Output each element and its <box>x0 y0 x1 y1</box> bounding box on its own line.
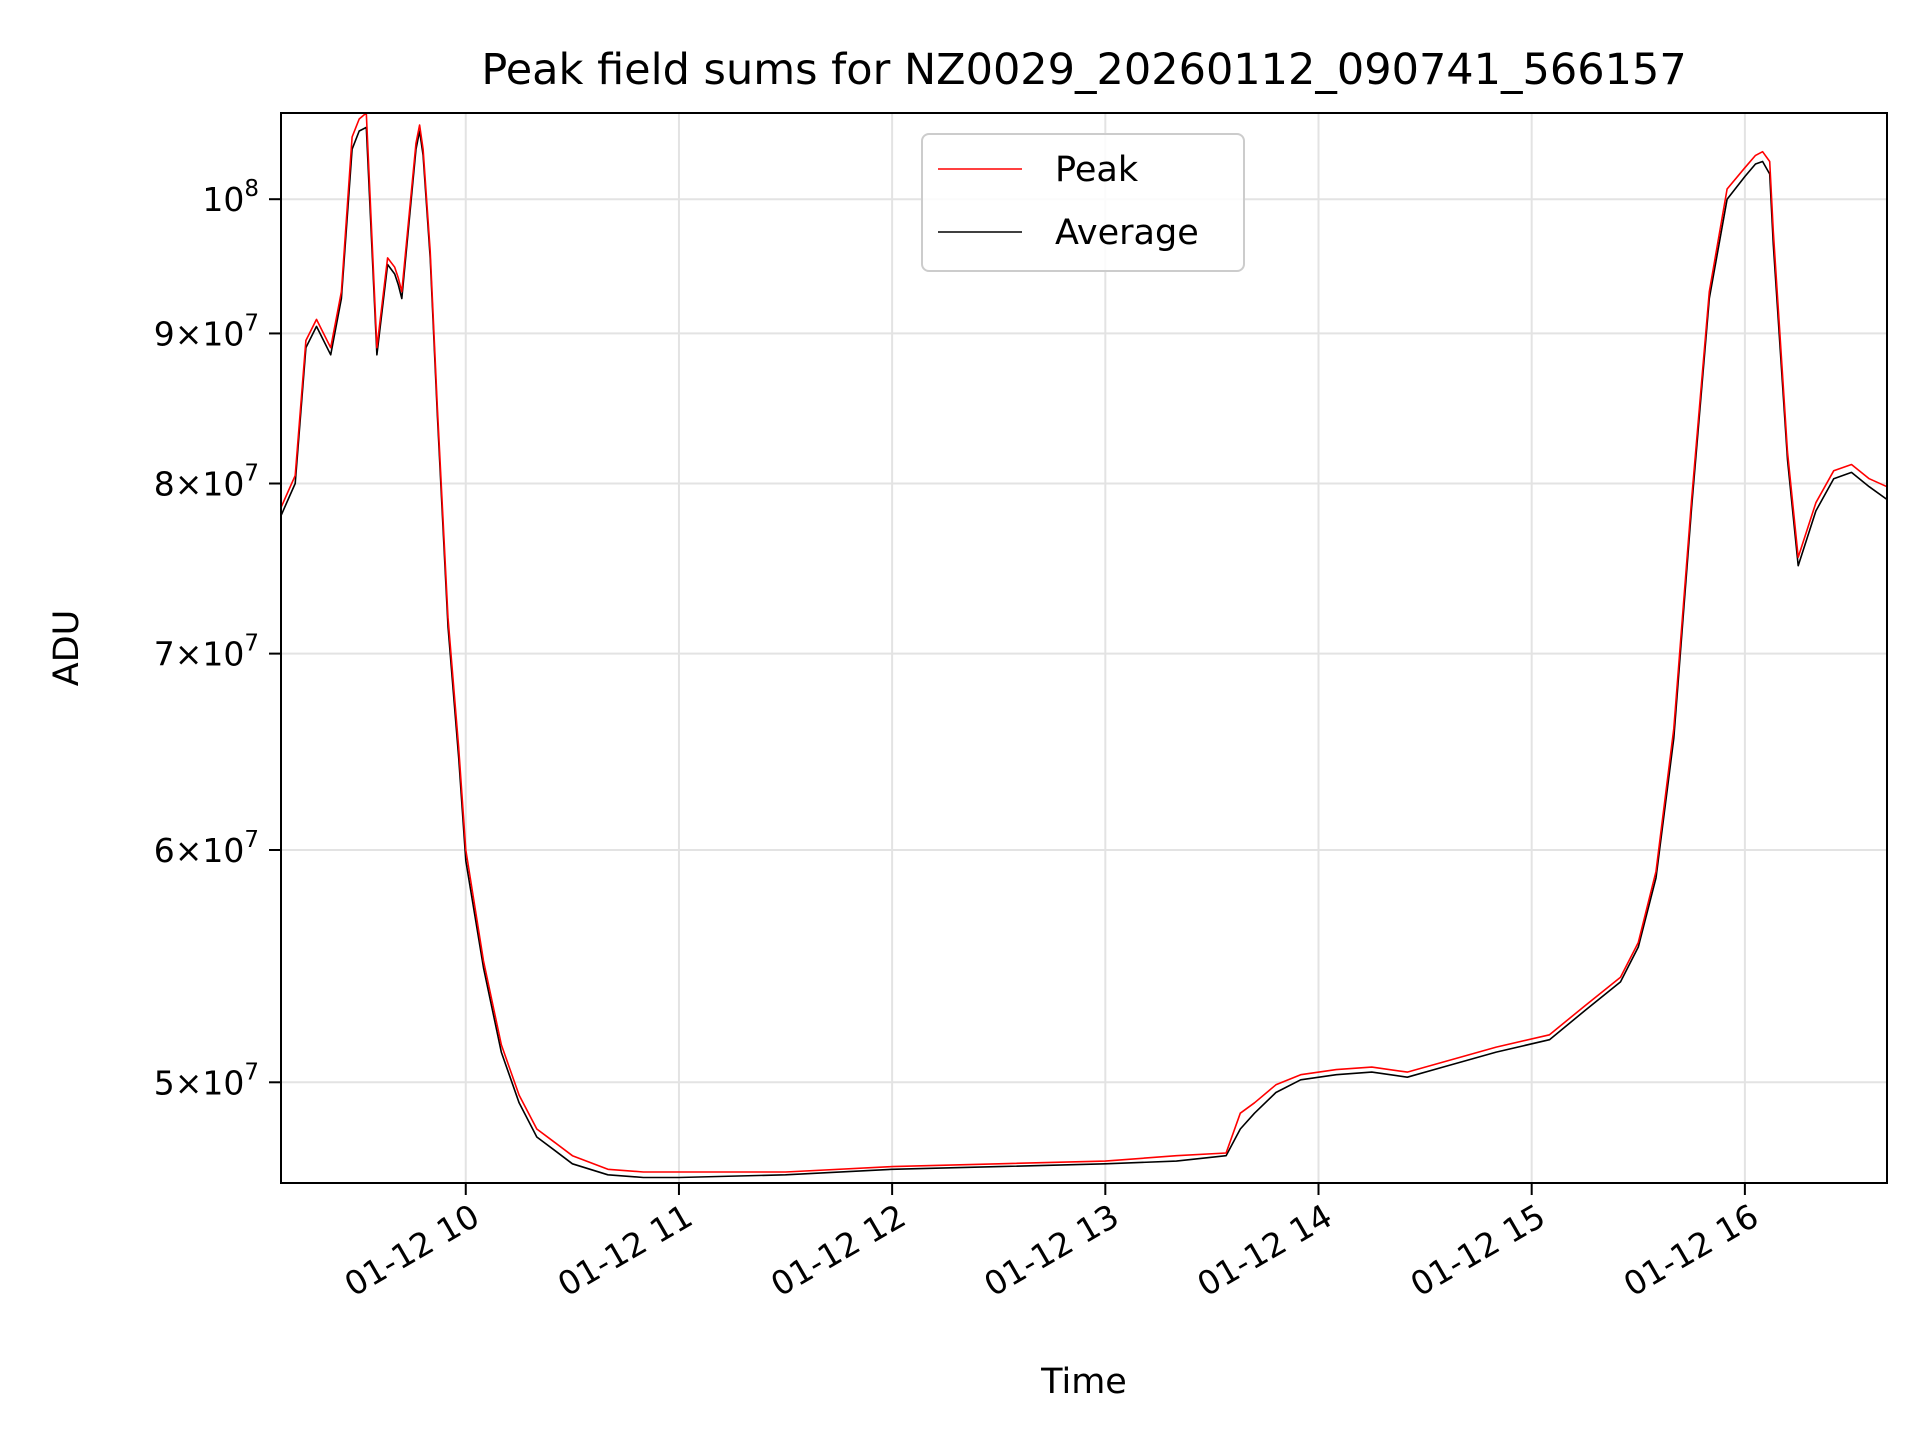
y-tick-label: 7×107 <box>154 631 259 674</box>
legend: Peak Average <box>921 133 1245 272</box>
plot-frame <box>280 112 1888 1184</box>
y-tick-label: 108 <box>202 176 259 219</box>
y-tick-label: 8×107 <box>154 460 259 503</box>
series-line-average <box>281 126 1887 1179</box>
y-axis: 5×107 6×107 7×107 8×107 9×107 108 <box>154 176 281 1102</box>
x-axis-label: Time <box>1040 1362 1127 1402</box>
y-axis-label: ADU <box>47 610 87 687</box>
chart-title: Peak field sums for NZ0029_20260112_0907… <box>481 45 1686 95</box>
legend-label-average: Average <box>1055 213 1199 253</box>
y-tick-label: 5×107 <box>154 1059 259 1102</box>
y-tick-label: 9×107 <box>154 310 259 353</box>
y-tick-label: 6×107 <box>154 827 259 870</box>
series-line-peak <box>281 113 1887 1173</box>
series-lines <box>281 113 1887 1179</box>
legend-label-peak: Peak <box>1055 150 1139 190</box>
grid-lines <box>281 113 1887 1183</box>
